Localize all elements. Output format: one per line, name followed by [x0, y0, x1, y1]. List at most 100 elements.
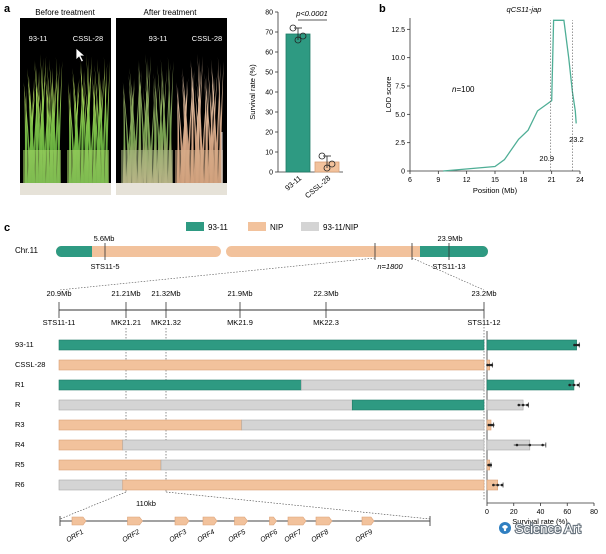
map-position: 23.2Mb	[471, 289, 496, 298]
x-tick-label: 93-11	[283, 174, 303, 193]
photo-before-title: Before treatment	[35, 8, 95, 17]
x-axis-label: Survival rate (%)	[512, 517, 568, 526]
chromosome-name: Chr.11	[15, 246, 39, 255]
orf-arrow-icon	[234, 516, 248, 526]
line-name: 93-11	[15, 340, 34, 349]
x-tick-label: 9	[436, 177, 440, 184]
interval-size: 110kb	[136, 499, 156, 508]
zoom-line	[59, 491, 127, 520]
x-tick-label: 12	[463, 177, 471, 184]
fine-mapping-map: 20.9Mb STS11-11 21.21Mb MK21.21 21.32Mb MK21.…	[43, 289, 501, 500]
y-tick-label: 80	[265, 10, 273, 17]
data-point	[490, 363, 494, 367]
x-axis-label: Position (Mb)	[473, 186, 518, 195]
genotype-segment	[58, 379, 302, 391]
data-point	[528, 443, 532, 447]
genotype-segment	[300, 379, 485, 391]
zoom-line	[165, 491, 431, 520]
genotype-segment	[351, 399, 485, 411]
x-tick-label: 40	[537, 509, 545, 516]
y-tick-label: 30	[265, 110, 273, 117]
x-tick-label: 60	[563, 509, 571, 516]
data-point	[299, 32, 307, 40]
genotype-segment	[58, 419, 243, 431]
genotype-segment	[58, 359, 485, 371]
rice-stem-base	[23, 150, 61, 183]
orf-label: ORF2	[121, 529, 141, 544]
x-tick-label: 24	[576, 177, 584, 184]
photo-after-label-1: 93-11	[149, 34, 168, 43]
genotype-segment	[160, 459, 485, 471]
y-tick-label: 5.0	[395, 112, 405, 119]
map-marker: STS11-11	[43, 318, 76, 327]
y-tick-label: 10.0	[391, 55, 405, 62]
orf-arrow-icon	[174, 516, 190, 526]
orf-arrow-icon	[202, 516, 218, 526]
data-point	[294, 36, 302, 44]
genotype-segment	[58, 479, 124, 491]
data-point	[500, 483, 504, 487]
survival-bar-chart: 0 10 20 30 40 50 60 70 80 Survival rate (%) 93-11 C…	[248, 9, 343, 200]
data-point	[517, 403, 521, 407]
y-tick-label: 60	[265, 50, 273, 57]
lod-line-chart: 0 2.5 5.0 7.5 10.0 12.5 6 9 12 15 18 21 24 Position (…	[384, 5, 584, 195]
orf-label: ORF3	[168, 529, 188, 544]
x-tick-label: 18	[519, 177, 527, 184]
genotype-segment	[241, 419, 485, 431]
orf-label: ORF9	[354, 529, 374, 544]
genotype-segment	[58, 339, 485, 351]
data-point	[489, 423, 493, 427]
line-name: R	[15, 400, 21, 409]
p-value: p<0.0001	[295, 9, 328, 18]
map-position: 22.3Mb	[313, 289, 338, 298]
line-name: R5	[15, 460, 25, 469]
recombinant-lines: 93-11 CSSL-28 R1 R R3 R4 R5 R6	[15, 339, 485, 491]
y-tick-label: 10	[265, 150, 273, 157]
orf-arrow-icon	[315, 516, 333, 526]
y-tick-label: 7.5	[395, 84, 405, 91]
legend-swatch-93-11	[186, 222, 204, 231]
survival-bar-R1	[486, 379, 575, 391]
data-point	[568, 383, 571, 387]
population-size: n=1800	[377, 262, 403, 271]
map-position: 21.21Mb	[111, 289, 140, 298]
watermark: Science Art	[499, 520, 582, 537]
x-tick-label: 80	[590, 509, 598, 516]
data-point	[289, 24, 297, 32]
legend-label: 93-11	[208, 223, 228, 232]
y-axis-label: Survival rate (%)	[248, 64, 257, 120]
data-point	[487, 423, 491, 427]
panel-letter-a: a	[4, 3, 11, 15]
interval-marker-label: 23.2	[569, 135, 584, 144]
chromosome-marker-1: STS11-5	[90, 262, 119, 271]
x-tick-label: 15	[491, 177, 499, 184]
orf-arrow-icon	[71, 516, 87, 526]
data-point	[541, 443, 544, 447]
chromosome-11: Chr.11 5.6Mb 23.9Mb STS11-5 STS11-13 n=1…	[15, 234, 488, 291]
survival-horizontal-chart: 0 20 40 60 80 Survival rate (%)	[485, 331, 598, 526]
genotype-segment	[58, 399, 353, 411]
data-point	[318, 152, 326, 160]
chromosome-pos-2: 23.9Mb	[437, 234, 462, 243]
orf-label: ORF7	[283, 528, 304, 544]
x-tick-label: 6	[408, 177, 412, 184]
genotype-legend: 93-11 NIP 93-11/NIP	[186, 222, 358, 232]
panel-letter-b: b	[379, 3, 386, 15]
orf-label: ORF4	[196, 529, 216, 544]
data-point	[323, 164, 331, 172]
orf-label: ORF5	[227, 529, 247, 544]
panel-letter-c: c	[4, 222, 10, 234]
map-position: 20.9Mb	[46, 289, 71, 298]
orf-arrow-icon	[287, 516, 307, 526]
orf-track: 110kb ORF1 ORF2 ORF3 ORF4 ORF5 ORF6 ORF7 ORF8 ORF…	[59, 491, 431, 544]
data-point	[488, 363, 491, 367]
genotype-segment	[58, 439, 124, 451]
data-point	[577, 343, 581, 347]
y-tick-label: 12.5	[391, 27, 405, 34]
data-point	[492, 483, 495, 487]
rice-stem-base	[67, 150, 109, 183]
map-marker: MK21.9	[227, 318, 253, 327]
data-point	[515, 443, 519, 447]
x-tick-label: 0	[485, 509, 489, 516]
orf-label: ORF8	[310, 529, 330, 544]
